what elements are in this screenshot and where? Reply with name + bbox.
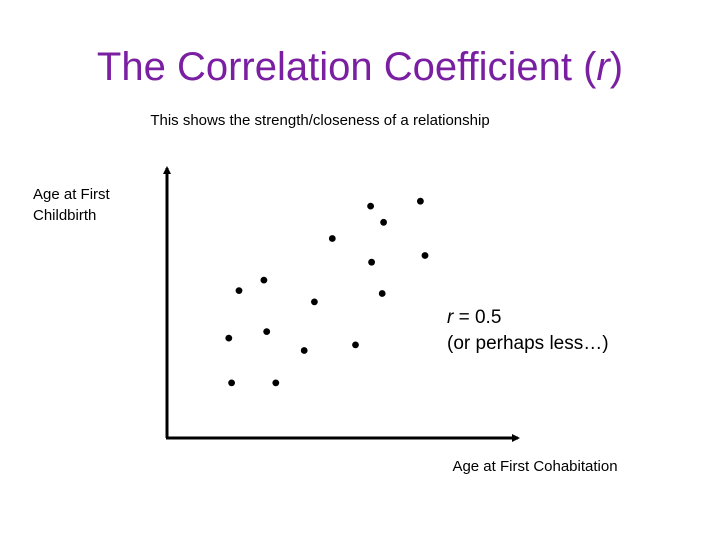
data-point-9 xyxy=(311,298,318,306)
data-point-8 xyxy=(260,276,268,284)
data-point-12 xyxy=(368,258,375,266)
data-point-14 xyxy=(380,218,387,226)
title-suffix: ) xyxy=(609,45,624,89)
chart-subtitle: This shows the strength/closeness of a r… xyxy=(150,112,490,129)
title-prefix: The Correlation Coefficient ( xyxy=(96,45,597,89)
data-point-4 xyxy=(263,328,271,335)
correlation-annotation: r = 0.5 (or perhaps less…) xyxy=(447,305,609,357)
data-point-5 xyxy=(300,347,308,354)
annotation-variable: r xyxy=(447,307,454,328)
data-points xyxy=(225,197,429,387)
data-point-1 xyxy=(228,379,236,387)
data-point-11 xyxy=(328,235,336,242)
x-axis-label: Age at First Cohabitation xyxy=(452,458,618,475)
annotation-value: = 0.5 xyxy=(453,307,502,328)
data-point-3 xyxy=(225,334,233,342)
annotation-note: (or perhaps less…) xyxy=(447,333,609,354)
data-point-16 xyxy=(421,252,429,259)
y-axis-label-line-1: Age at First xyxy=(33,186,110,203)
data-point-7 xyxy=(235,287,243,294)
chart-title: The Correlation Coefficient (r) xyxy=(0,40,720,94)
y-axis-label-line-2: Childbirth xyxy=(33,207,97,224)
data-point-15 xyxy=(417,197,424,205)
title-variable: r xyxy=(596,45,610,89)
y-axis-label: Age at First Childbirth xyxy=(33,184,153,226)
data-point-10 xyxy=(378,290,386,297)
annotation-line-1: r = 0.5 xyxy=(447,305,609,331)
data-point-6 xyxy=(352,341,359,349)
data-point-2 xyxy=(272,379,280,387)
data-point-13 xyxy=(367,202,374,210)
